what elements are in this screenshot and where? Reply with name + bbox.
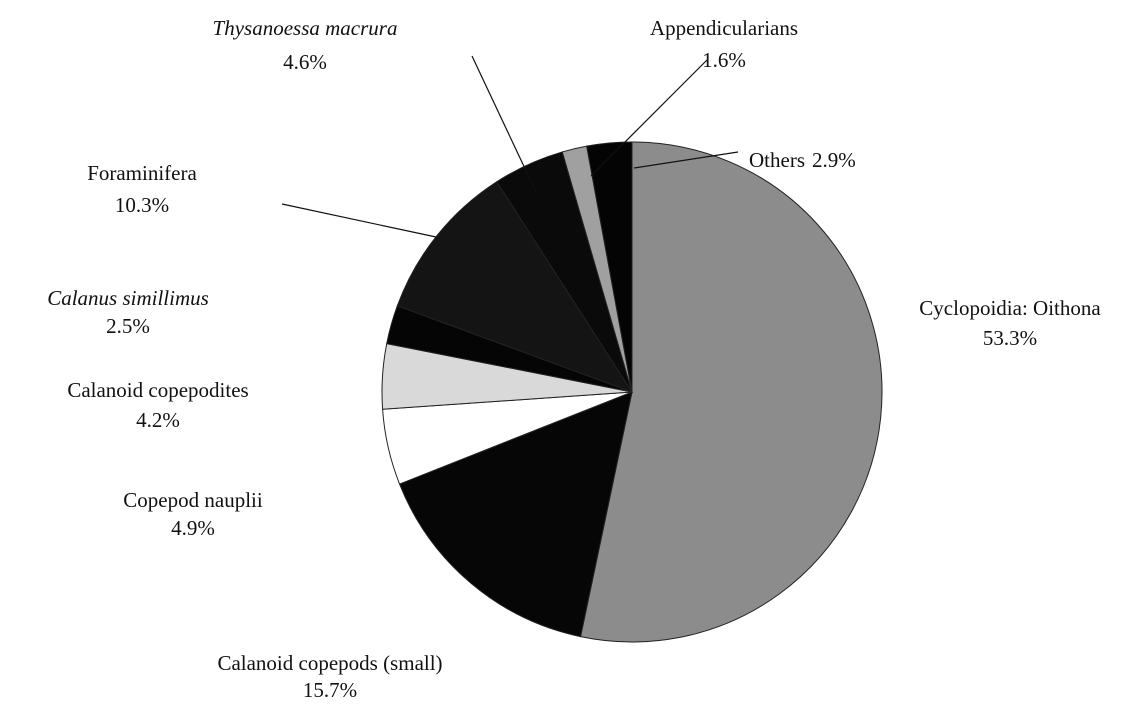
slice-label: Appendicularians <box>650 16 798 40</box>
pie-slice <box>586 141 633 393</box>
slice-value-label: 4.2% <box>136 408 180 432</box>
pie-slice <box>398 391 633 638</box>
slice-value-label: 53.3% <box>983 326 1037 350</box>
slice-label: Calanus simillimus <box>47 286 209 310</box>
slice-label: Others <box>749 148 805 172</box>
slice-value-label: 4.6% <box>283 50 327 74</box>
pie-slice <box>579 141 883 643</box>
leader-line <box>471 55 537 193</box>
slice-label: Calanoid copepodites <box>67 378 248 402</box>
slice-value-label: 10.3% <box>115 193 169 217</box>
pie-slice <box>396 181 634 393</box>
slice-value-label: 1.6% <box>702 48 746 72</box>
slice-label: Calanoid copepods (small) <box>217 651 442 675</box>
leader-line <box>633 151 739 169</box>
leader-line <box>281 203 437 238</box>
slice-label: Copepod nauplii <box>123 488 263 512</box>
slice-label: Thysanoessa macrura <box>213 16 398 40</box>
slice-value-label: 15.7% <box>303 678 357 702</box>
slice-value-label: 4.9% <box>171 516 215 540</box>
slice-value-label: 2.9% <box>812 148 856 172</box>
leader-line <box>590 59 708 177</box>
slice-label: Cyclopoidia: Oithona <box>919 296 1101 320</box>
slice-value-label: 2.5% <box>106 314 150 338</box>
pie <box>381 141 883 643</box>
slice-label: Foraminifera <box>87 161 197 185</box>
